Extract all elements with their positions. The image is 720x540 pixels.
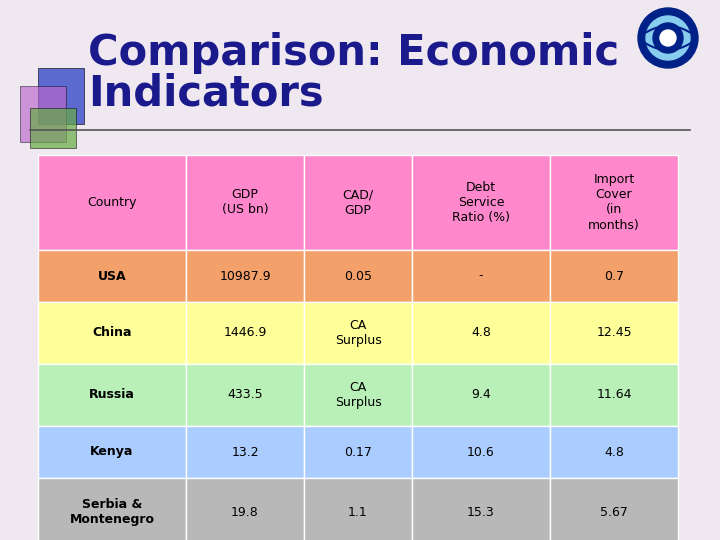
Text: Debt
Service
Ratio (%): Debt Service Ratio (%) [452, 181, 510, 224]
Text: CA
Surplus: CA Surplus [335, 319, 382, 347]
Bar [30, 108, 76, 148]
Text: 13.2: 13.2 [231, 446, 258, 458]
Text: 1.1: 1.1 [348, 505, 368, 518]
Bar [550, 426, 678, 478]
Bar [550, 364, 678, 426]
Text: 10.6: 10.6 [467, 446, 495, 458]
Bar [38, 426, 186, 478]
Text: 0.7: 0.7 [604, 269, 624, 282]
Text: 5.67: 5.67 [600, 505, 628, 518]
Bar [186, 426, 304, 478]
Circle shape [638, 8, 698, 68]
Text: USA: USA [98, 269, 126, 282]
Text: Russia: Russia [89, 388, 135, 402]
Circle shape [646, 16, 690, 60]
Text: 1446.9: 1446.9 [223, 327, 266, 340]
Text: 12.45: 12.45 [596, 327, 632, 340]
Text: 10987.9: 10987.9 [219, 269, 271, 282]
Bar [304, 364, 412, 426]
Bar [186, 302, 304, 364]
Text: -: - [479, 269, 483, 282]
Text: Serbia &
Montenegro: Serbia & Montenegro [70, 498, 155, 526]
Bar [412, 478, 550, 540]
Bar [412, 250, 550, 302]
Text: 4.8: 4.8 [471, 327, 491, 340]
Bar [304, 155, 412, 250]
Bar [304, 426, 412, 478]
Bar [550, 250, 678, 302]
Bar [412, 302, 550, 364]
Bar [550, 155, 678, 250]
Bar [186, 250, 304, 302]
Bar [38, 155, 186, 250]
Text: 4.8: 4.8 [604, 446, 624, 458]
Text: 0.17: 0.17 [344, 446, 372, 458]
Bar [38, 478, 186, 540]
Bar [304, 250, 412, 302]
Bar [186, 155, 304, 250]
Bar [38, 68, 84, 124]
Bar [38, 364, 186, 426]
Text: Import
Cover
(in
months): Import Cover (in months) [588, 173, 640, 232]
Bar [412, 426, 550, 478]
Bar [412, 155, 550, 250]
Bar [412, 364, 550, 426]
Circle shape [660, 30, 676, 46]
Bar [38, 302, 186, 364]
Bar [550, 478, 678, 540]
Bar [304, 302, 412, 364]
Text: 11.64: 11.64 [596, 388, 631, 402]
Bar [186, 364, 304, 426]
Text: 9.4: 9.4 [471, 388, 491, 402]
Text: CAD/
GDP: CAD/ GDP [343, 188, 374, 217]
Text: 19.8: 19.8 [231, 505, 259, 518]
Bar [304, 478, 412, 540]
Bar [38, 250, 186, 302]
Text: 433.5: 433.5 [228, 388, 263, 402]
Text: Indicators: Indicators [88, 72, 323, 114]
Bar [20, 86, 66, 142]
Text: Kenya: Kenya [90, 446, 134, 458]
Text: 15.3: 15.3 [467, 505, 495, 518]
Text: 0.05: 0.05 [344, 269, 372, 282]
Bar [550, 302, 678, 364]
Text: CA
Surplus: CA Surplus [335, 381, 382, 409]
Text: GDP
(US bn): GDP (US bn) [222, 188, 269, 217]
Text: China: China [92, 327, 132, 340]
Bar [186, 478, 304, 540]
Text: Comparison: Economic: Comparison: Economic [88, 32, 619, 74]
Circle shape [653, 23, 683, 53]
Text: Country: Country [87, 196, 137, 209]
